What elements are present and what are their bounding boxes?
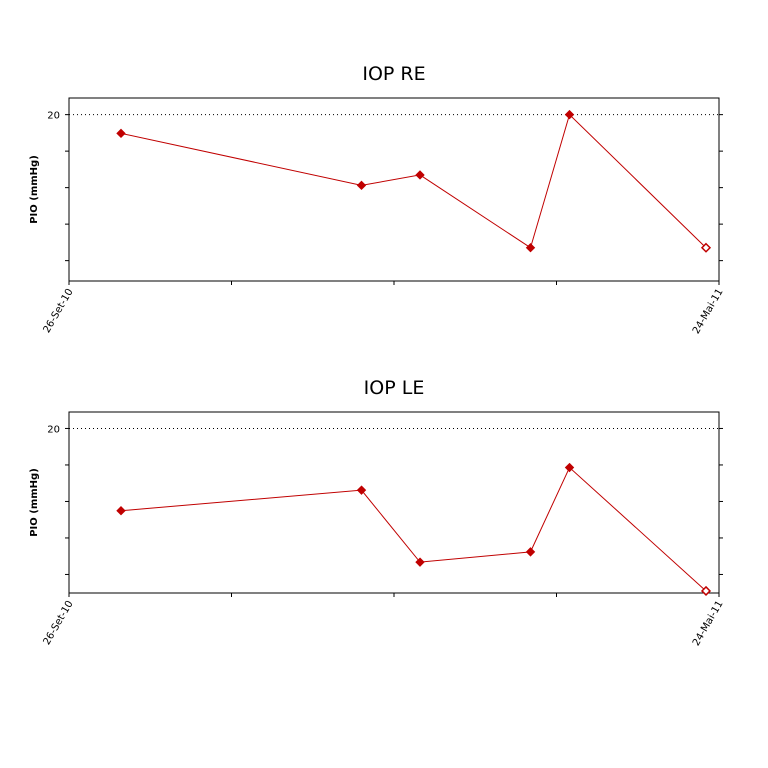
data-point [116, 506, 126, 516]
chart-title: IOP RE [362, 63, 425, 85]
series-line [120, 113, 707, 249]
x-tick-label: 24-Mai-11 [691, 287, 726, 336]
plot-frame [68, 97, 720, 282]
data-point [415, 170, 425, 180]
y-tick-label: 20 [47, 424, 60, 435]
x-tick-label: 26-Set-10 [42, 599, 76, 647]
y-axis-label: PIO (mmHg) [29, 155, 40, 224]
chart-panel-2: IOP LE 20 PIO (mmHg) 26-Set-10 24-Mai-11 [29, 377, 726, 648]
data-point [415, 557, 425, 567]
data-point [564, 109, 575, 120]
data-point [525, 243, 536, 253]
data-point [525, 547, 536, 557]
y-tick-label: 20 [47, 111, 60, 122]
data-point [356, 485, 367, 495]
data-point [700, 585, 712, 597]
chart-title: IOP LE [364, 377, 425, 399]
data-point [564, 462, 575, 473]
chart-panel-1: IOP RE 20 PIO (mmHg) 26-Set-10 24-Mai-11 [29, 63, 726, 336]
series-line [120, 466, 707, 592]
data-point [116, 128, 126, 139]
x-tick-label: 24-Mai-11 [691, 599, 726, 648]
y-axis-label: PIO (mmHg) [29, 468, 40, 537]
data-point [356, 180, 367, 191]
plot-frame [68, 411, 720, 594]
x-tick-label: 26-Set-10 [42, 287, 76, 335]
data-point [700, 242, 712, 253]
